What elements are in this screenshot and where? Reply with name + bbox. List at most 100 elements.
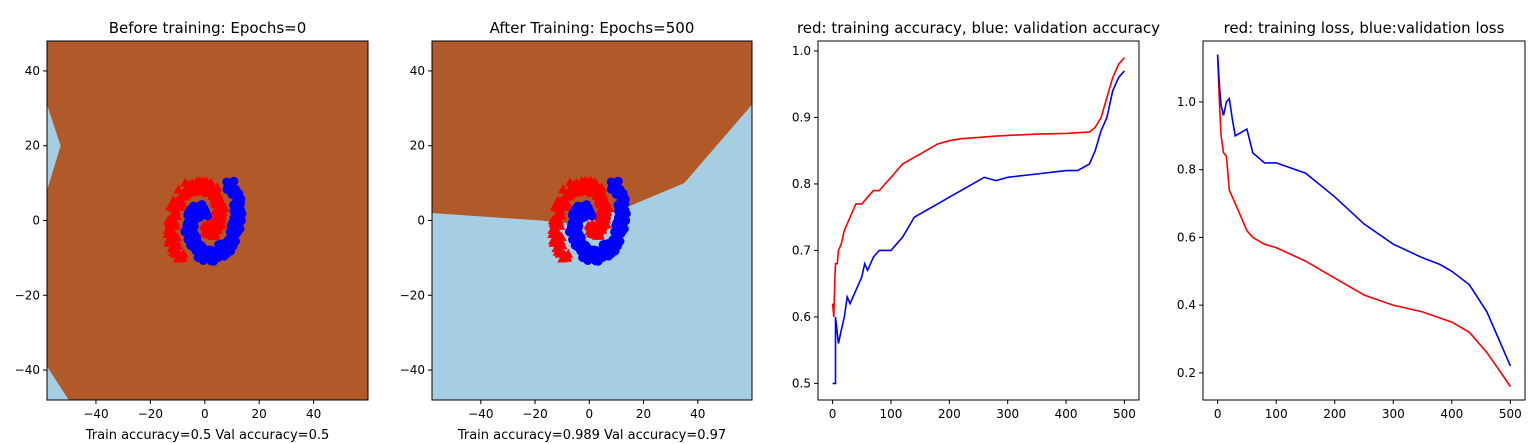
- scatter-point-blue: [608, 178, 618, 188]
- x-tick-label: 300: [1382, 407, 1405, 421]
- scatter-point-blue: [616, 196, 626, 206]
- y-tick-label: 0: [32, 214, 40, 228]
- y-tick-label: −40: [15, 363, 40, 377]
- subplot-4: 0 100 200 300 400 500 0.2 0.4 0.6 0.8 1.0 red: trai…: [1177, 19, 1526, 421]
- x-tick-label: 40: [690, 407, 705, 421]
- scatter-point-red: [210, 191, 221, 201]
- scatter-point-red: [171, 246, 182, 256]
- y-tick-label: 1.0: [1177, 95, 1196, 109]
- x-tick-label: 20: [636, 407, 651, 421]
- y-tick-label: 40: [410, 64, 425, 78]
- plot-area: [47, 41, 368, 400]
- x-tick-label: −40: [83, 407, 108, 421]
- scatter-point-blue: [232, 217, 242, 227]
- y-tick-label: 0.4: [1177, 298, 1196, 312]
- scatter-point-red: [552, 226, 563, 236]
- scatter-point-blue: [189, 210, 199, 220]
- scatter-point-blue: [580, 241, 590, 251]
- axes-frame: [1202, 40, 1526, 401]
- scatter-point-red: [167, 226, 178, 236]
- scatter-point-blue: [573, 210, 583, 220]
- subplot-3: 0 100 200 300 400 500 0.5 0.6 0.7 0.8 0.9 1.0 red: t…: [792, 19, 1160, 421]
- y-tick-label: 20: [410, 139, 425, 153]
- subplot-2: −40 −20 0 20 40 40 20 0 −20 −40 After Training: Ep…: [400, 19, 753, 443]
- y-tick-label: 0.6: [792, 310, 811, 324]
- subplot-1: −40 −20 0 20 40 40 20 0 −20 −40 Before training: E…: [15, 19, 369, 443]
- x-tick-label: 0: [829, 407, 837, 421]
- series-line-red: [831, 57, 1126, 317]
- y-tick-label: 0.8: [792, 177, 811, 191]
- scatter-point-red: [178, 248, 189, 258]
- region-blue-class: [47, 104, 61, 191]
- scatter-point-red: [210, 205, 221, 215]
- scatter-point-blue: [617, 217, 627, 227]
- x-axis-label: Train accuracy=0.5 Val accuracy=0.5: [85, 428, 330, 443]
- y-tick-label: 0.2: [1177, 366, 1196, 380]
- scatter-point-red: [594, 191, 605, 201]
- series-line-blue: [1216, 54, 1512, 367]
- y-tick-label: 0.8: [1177, 163, 1196, 177]
- y-tick-label: 1.0: [792, 44, 811, 58]
- chart-title: After Training: Epochs=500: [490, 19, 695, 37]
- scatter-point-red: [213, 197, 224, 207]
- y-tick-label: 0.9: [792, 110, 811, 124]
- x-tick-label: 200: [938, 407, 961, 421]
- y-tick-label: −40: [400, 363, 425, 377]
- scatter-point-red: [168, 202, 179, 212]
- x-tick-label: 0: [1214, 407, 1222, 421]
- scatter-point-red: [595, 205, 606, 215]
- chart-title: Before training: Epochs=0: [109, 19, 307, 37]
- scatter-point-red: [557, 199, 568, 209]
- x-tick-label: 20: [252, 407, 267, 421]
- scatter-point-red: [602, 200, 613, 210]
- plot-area: [432, 41, 752, 400]
- axes-frame: [817, 40, 1140, 401]
- x-tick-label: 0: [585, 407, 593, 421]
- scatter-point-red: [556, 246, 567, 256]
- scatter-point-red: [172, 240, 183, 250]
- chart-title: red: training loss, blue:validation loss: [1224, 19, 1505, 37]
- scatter-point-blue: [232, 196, 242, 206]
- scatter-point-red: [173, 184, 184, 194]
- x-tick-label: 0: [201, 407, 209, 421]
- x-tick-label: −40: [468, 407, 493, 421]
- y-tick-label: 0.5: [792, 376, 811, 390]
- scatter-point-blue: [196, 241, 206, 251]
- x-tick-label: 100: [1265, 407, 1288, 421]
- scatter-point-red: [553, 202, 564, 212]
- plot-area: [831, 57, 1126, 385]
- scatter-point-red: [217, 200, 228, 210]
- x-tick-label: 500: [1113, 407, 1136, 421]
- y-tick-label: 20: [25, 139, 40, 153]
- scatter-point-red: [563, 248, 574, 258]
- series-line-red: [1216, 54, 1512, 387]
- x-tick-label: 500: [1499, 407, 1522, 421]
- scatter-point-red: [173, 199, 184, 209]
- x-tick-label: 300: [996, 407, 1019, 421]
- x-tick-label: 100: [880, 407, 903, 421]
- scatter-point-blue: [224, 178, 234, 188]
- x-tick-label: 400: [1440, 407, 1463, 421]
- scatter-point-red: [597, 197, 608, 207]
- x-tick-label: 400: [1055, 407, 1078, 421]
- scatter-point-red: [551, 230, 562, 240]
- scatter-point-red: [167, 230, 178, 240]
- scatter-point-red: [558, 184, 569, 194]
- chart-title: red: training accuracy, blue: validation…: [797, 19, 1160, 37]
- y-tick-label: 0.7: [792, 243, 811, 257]
- y-tick-label: −20: [15, 288, 40, 302]
- y-tick-label: −20: [400, 288, 425, 302]
- y-tick-label: 0: [417, 214, 425, 228]
- x-axis-label: Train accuracy=0.989 Val accuracy=0.97: [457, 428, 726, 443]
- x-tick-label: −20: [522, 407, 547, 421]
- series-line-blue: [832, 70, 1126, 385]
- y-tick-label: 40: [25, 64, 40, 78]
- x-tick-label: 200: [1323, 407, 1346, 421]
- region-blue-class: [47, 366, 69, 400]
- scatter-point-blue: [224, 235, 234, 245]
- scatter-point-red: [557, 240, 568, 250]
- x-tick-label: 40: [306, 407, 321, 421]
- scatter-point-blue: [609, 235, 619, 245]
- x-tick-label: −20: [138, 407, 163, 421]
